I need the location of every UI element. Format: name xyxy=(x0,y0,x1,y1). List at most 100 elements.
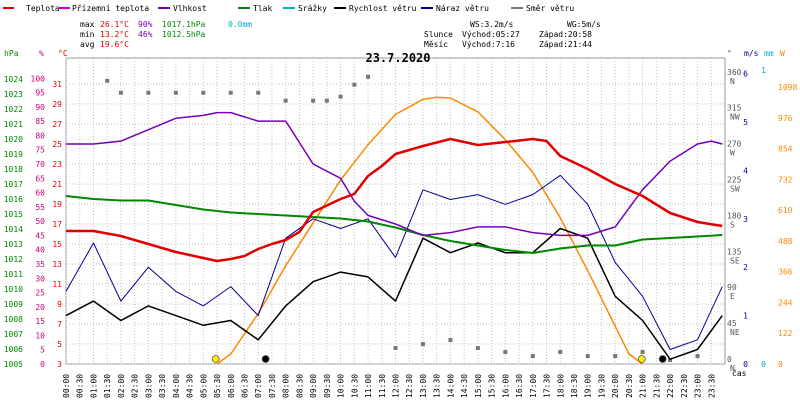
wind-dir-point xyxy=(118,90,123,95)
tick-time: 22:30 xyxy=(680,374,689,398)
legend-item-humidity: Vlhkost xyxy=(158,4,207,13)
sun-label: Slunce xyxy=(424,30,453,39)
tick-time: 18:00 xyxy=(556,374,565,398)
legend-item-temperature: Teplota xyxy=(3,4,60,13)
series-line-rychlost-v-tru xyxy=(65,227,723,360)
series-layer xyxy=(65,74,723,365)
wind-dir-point xyxy=(475,346,480,351)
tick-temp: 23 xyxy=(52,160,62,169)
tick-wind-dir: 270 xyxy=(727,140,742,149)
tick-time: 11:30 xyxy=(378,374,387,398)
tick-time: 22:00 xyxy=(666,374,675,398)
stat-min-press: 1012.5hPa xyxy=(162,30,206,39)
tick-humidity: 65 xyxy=(35,174,45,183)
tick-time: 01:30 xyxy=(103,374,112,398)
tick-time: 15:00 xyxy=(474,374,483,398)
legend-label: Tlak xyxy=(253,4,272,13)
tick-time: 05:00 xyxy=(199,374,208,398)
tick-humidity: 20 xyxy=(35,303,45,312)
tick-humidity: 10 xyxy=(35,331,45,340)
tick-time: 07:00 xyxy=(254,374,263,398)
tick-pressure: 1009 xyxy=(4,300,23,309)
wind-dir-point xyxy=(558,350,563,355)
tick-solar: 366 xyxy=(778,268,793,277)
wind-dir-point xyxy=(105,78,110,83)
tick-time: 04:00 xyxy=(172,374,181,398)
wind-dir-point xyxy=(585,354,590,359)
tick-temp: 15 xyxy=(52,240,62,249)
tick-wind-dir-label: SE xyxy=(730,256,740,265)
tick-wind-dir-label: E xyxy=(730,292,735,301)
tick-time: 18:30 xyxy=(570,374,579,398)
tick-temp: 27 xyxy=(52,120,62,129)
tick-time: 11:00 xyxy=(364,374,373,398)
sun-rise: Východ:05:27 xyxy=(462,30,520,39)
tick-temp: 9 xyxy=(57,300,62,309)
wind-dir-point xyxy=(338,94,343,99)
stat-max-label: max xyxy=(80,20,95,29)
tick-wind-ms: 3 xyxy=(743,215,748,224)
tick-wind-dir: 45 xyxy=(727,319,737,328)
tick-pressure: 1024 xyxy=(4,75,23,84)
tick-time: 23:00 xyxy=(694,374,703,398)
astro-marker xyxy=(637,355,646,363)
tick-humidity: 35 xyxy=(35,260,45,269)
tick-time: 09:00 xyxy=(309,374,318,398)
x-axis-ticks: 00:00 00:30 01:00 01:30 02:00 02:30 03:00 03:30… xyxy=(62,374,716,398)
tick-wind-dir: 225 xyxy=(727,175,742,184)
wind-dir-point xyxy=(640,350,645,355)
wind-dir-point xyxy=(173,90,178,95)
wind-dir-point xyxy=(228,90,233,95)
tick-time: 02:30 xyxy=(131,374,140,398)
tick-pressure: 1019 xyxy=(4,150,23,159)
unit-hpa: hPa xyxy=(4,49,19,58)
tick-pressure: 1021 xyxy=(4,120,23,129)
tick-pressure: 1012 xyxy=(4,255,23,264)
tick-pressure: 1020 xyxy=(4,135,23,144)
moon-label: Měsíc xyxy=(424,40,448,49)
legend-label: Náraz větru xyxy=(436,4,489,13)
tick-solar: 122 xyxy=(778,329,793,338)
tick-wind-dir: 315 xyxy=(727,104,742,113)
legend: Teplota Přízemní teplota Vlhkost Tlak Sr… xyxy=(3,4,574,13)
tick-time: 02:00 xyxy=(117,374,126,398)
tick-humidity: 85 xyxy=(35,117,45,126)
tick-time: 21:00 xyxy=(639,374,648,398)
tick-solar: 244 xyxy=(778,298,793,307)
wind-dir-point xyxy=(201,90,206,95)
tick-wind-ms: 1 xyxy=(743,312,748,321)
tick-temp: 25 xyxy=(52,140,62,149)
tick-time: 13:30 xyxy=(433,374,442,398)
tick-solar: 854 xyxy=(778,145,793,154)
tick-wind-dir-label: N xyxy=(730,364,735,373)
astro-marker xyxy=(658,355,667,363)
stat-min-label: min xyxy=(80,30,95,39)
stat-max-press: 1017.1hPa xyxy=(162,20,206,29)
tick-humidity: 90 xyxy=(35,103,45,112)
moon-set: Západ:21:44 xyxy=(539,40,592,49)
tick-time: 10:00 xyxy=(337,374,346,398)
tick-humidity: 60 xyxy=(35,189,45,198)
wind-dir-point xyxy=(311,98,316,103)
tick-humidity: 0 xyxy=(40,360,45,369)
wind-dir-point xyxy=(613,354,618,359)
legend-label: Teplota xyxy=(26,4,60,13)
tick-wind-dir: 135 xyxy=(727,247,742,256)
unit-wm2: W xyxy=(780,49,785,58)
astro-marker xyxy=(261,355,270,363)
wind-dir-point xyxy=(256,90,261,95)
tick-pressure: 1011 xyxy=(4,270,23,279)
legend-label: Přízemní teplota xyxy=(72,4,149,13)
tick-solar: 488 xyxy=(778,237,793,246)
tick-humidity: 5 xyxy=(40,346,45,355)
tick-time: 00:00 xyxy=(62,374,71,398)
tick-wind-ms: 0 xyxy=(743,360,748,369)
tick-wind-dir: 90 xyxy=(727,283,737,292)
tick-time: 14:30 xyxy=(460,374,469,398)
tick-time: 00:30 xyxy=(76,374,85,398)
tick-wind-dir: 180 xyxy=(727,211,742,220)
stat-max-hum: 90% xyxy=(138,20,153,29)
tick-humidity: 70 xyxy=(35,160,45,169)
unit-degc: °C xyxy=(58,49,68,58)
